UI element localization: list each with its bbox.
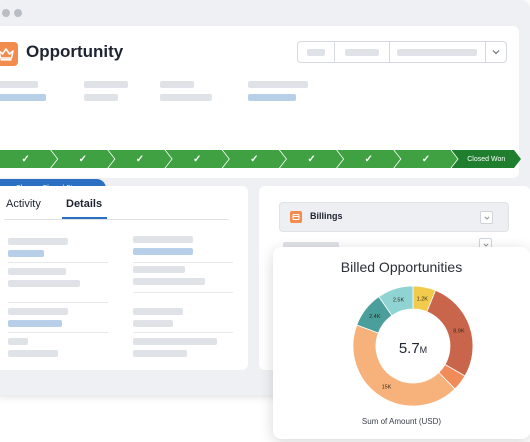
donut-slice-label: 15K	[382, 385, 392, 391]
window-control-dot[interactable]	[14, 9, 22, 17]
detail-label-placeholder	[133, 308, 183, 315]
highlight-field	[84, 81, 128, 101]
detail-divider	[133, 332, 233, 333]
check-icon: ✓	[250, 153, 259, 165]
detail-label-placeholder	[133, 338, 217, 345]
tab-activity[interactable]: Activity	[6, 198, 41, 210]
details-card: Activity Details	[0, 186, 248, 370]
more-actions-button[interactable]	[486, 42, 506, 62]
page-title: Opportunity	[26, 42, 124, 61]
window-control-dot[interactable]	[2, 9, 10, 17]
chevron-down-icon	[492, 50, 500, 55]
donut-slice-label: 8.9K	[453, 328, 465, 334]
chevron-down-icon	[482, 242, 489, 247]
highlight-field	[0, 81, 46, 101]
field-label-placeholder	[84, 81, 128, 88]
donut-slice-label: 2.4K	[369, 314, 381, 320]
header-action-group	[297, 41, 507, 63]
detail-divider	[8, 262, 108, 263]
chart-center-total: 5.7M	[399, 340, 427, 357]
detail-divider	[133, 262, 233, 263]
check-icon: ✓	[421, 153, 431, 165]
chart-footer: Sum of Amount (USD)	[361, 417, 442, 426]
path-step[interactable]: ✓	[337, 150, 400, 168]
record-header: Opportunity ✓ ✓ ✓ ✓ ✓ ✓ ✓ ✓ Closed Won C…	[0, 26, 519, 198]
path-step[interactable]: ✓	[0, 150, 57, 168]
path-step[interactable]: ✓	[166, 150, 229, 168]
check-icon: ✓	[307, 153, 316, 165]
donut-chart: 1.2K 8.9K 15K 2.4K 2.5K 5.7M	[352, 285, 474, 407]
field-label-placeholder	[0, 81, 38, 88]
button-label-placeholder	[306, 48, 325, 56]
path-step[interactable]: ✓	[280, 150, 343, 168]
path-step[interactable]: ✓	[394, 150, 457, 168]
sales-path: ✓ ✓ ✓ ✓ ✓ ✓ ✓ ✓ Closed Won	[0, 150, 515, 168]
path-step-closed-won[interactable]: Closed Won	[452, 150, 522, 168]
detail-divider	[8, 332, 108, 333]
billings-header: Billings	[279, 202, 509, 232]
field-value-placeholder	[160, 94, 212, 101]
active-tab-indicator	[62, 217, 107, 219]
crown-icon	[0, 42, 18, 66]
path-step[interactable]: ✓	[223, 150, 286, 168]
header-action-button[interactable]	[298, 42, 335, 62]
detail-link-placeholder[interactable]	[133, 248, 193, 255]
check-icon: ✓	[192, 153, 202, 165]
detail-divider	[133, 292, 233, 293]
detail-link-placeholder[interactable]	[8, 320, 62, 327]
detail-label-placeholder	[133, 266, 185, 273]
billings-menu-button[interactable]	[480, 211, 493, 224]
detail-label-placeholder	[8, 268, 66, 275]
detail-value-placeholder	[8, 280, 80, 287]
detail-link-placeholder[interactable]	[8, 250, 44, 257]
button-label-placeholder	[397, 48, 478, 56]
highlight-field	[248, 81, 308, 101]
detail-label-placeholder	[8, 238, 68, 245]
check-icon: ✓	[21, 153, 30, 165]
header-action-button[interactable]	[390, 42, 487, 62]
detail-label-placeholder	[133, 236, 193, 243]
field-label-placeholder	[248, 81, 308, 88]
field-link-placeholder[interactable]	[0, 94, 46, 101]
billed-opportunities-chart-card: Billed Opportunities 1.2K 8.9K 15K 2.4K 2.5K…	[273, 247, 530, 439]
chevron-down-icon	[483, 215, 490, 220]
detail-label-placeholder	[8, 308, 68, 315]
path-step[interactable]: ✓	[108, 150, 171, 168]
detail-value-placeholder	[8, 350, 58, 357]
chart-title: Billed Opportunities	[340, 259, 463, 275]
path-step[interactable]: ✓	[51, 150, 114, 168]
highlight-field	[160, 81, 212, 101]
tab-divider	[4, 219, 229, 220]
header-action-button[interactable]	[335, 42, 390, 62]
donut-slice-label: 1.2K	[417, 296, 429, 302]
donut-slice[interactable]	[378, 285, 414, 317]
tab-details[interactable]: Details	[66, 198, 103, 210]
detail-label-placeholder	[8, 338, 28, 345]
button-label-placeholder	[344, 48, 379, 56]
donut-slice[interactable]	[426, 289, 474, 377]
donut-slice-label: 2.5K	[393, 298, 405, 304]
detail-divider	[8, 302, 108, 303]
billing-icon	[290, 211, 302, 223]
check-icon: ✓	[135, 153, 145, 165]
window-titlebar	[0, 0, 530, 26]
donut-slice[interactable]	[352, 324, 456, 407]
detail-value-placeholder	[133, 278, 205, 285]
field-value-placeholder	[84, 94, 118, 101]
check-icon: ✓	[78, 153, 87, 165]
billing-row-placeholder	[283, 242, 339, 248]
field-label-placeholder	[160, 81, 194, 88]
billings-title: Billings	[310, 211, 343, 221]
detail-value-placeholder	[133, 320, 173, 327]
detail-value-placeholder	[133, 350, 187, 357]
field-link-placeholder[interactable]	[248, 94, 296, 101]
check-icon: ✓	[364, 153, 373, 165]
